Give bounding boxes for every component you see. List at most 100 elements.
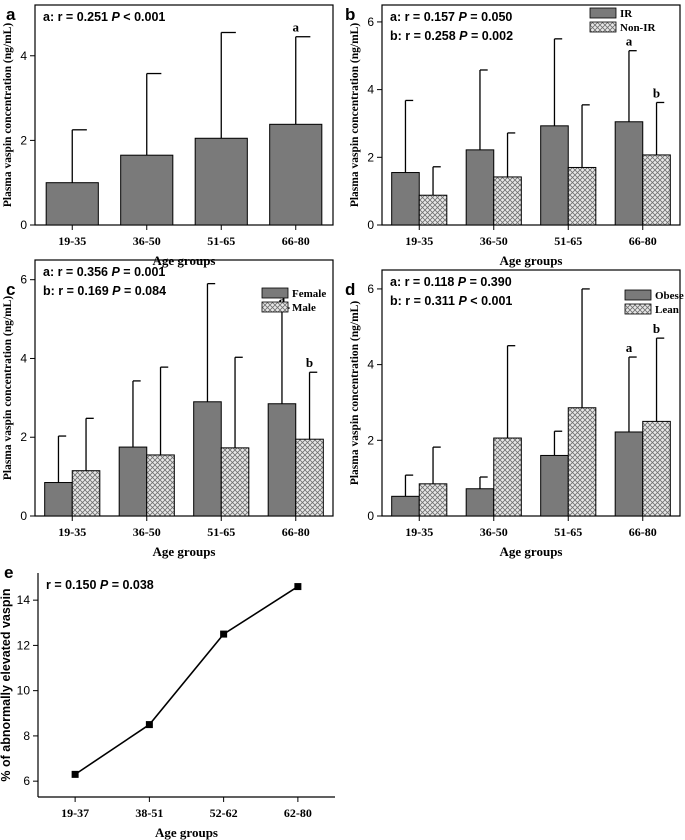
bar-value xyxy=(269,123,323,226)
x-axis-label: Age groups xyxy=(153,544,216,559)
y-tick-label: 10 xyxy=(17,684,31,698)
legend-label: Lean xyxy=(655,304,679,316)
bar-value xyxy=(194,137,248,226)
x-tick-label: 51-65 xyxy=(207,234,235,248)
bar-non-ir xyxy=(493,176,522,226)
stats-p-symbol: P xyxy=(458,10,467,24)
bar-lean xyxy=(642,420,671,517)
y-tick-label: 0 xyxy=(367,509,374,523)
bar-lean xyxy=(567,407,597,517)
legend-label: IR xyxy=(620,8,633,20)
panel-d: d 0 2 4 6 19-35 36-50 51-65 66-80 Age groups Plasm… xyxy=(345,269,684,559)
y-tick-label: 2 xyxy=(20,430,27,444)
stats-r: r = 0.169 xyxy=(58,284,108,298)
bar-female xyxy=(118,446,148,517)
stats-r: r = 0.118 xyxy=(405,275,455,289)
stats-prefix: a: xyxy=(390,10,405,24)
stats-p-value: < 0.001 xyxy=(470,294,512,308)
y-tick-label: 6 xyxy=(367,282,374,296)
x-tick-label: 36-50 xyxy=(480,525,508,539)
x-tick-label: 62-80 xyxy=(284,806,312,820)
x-tick-label: 66-80 xyxy=(629,234,657,248)
significance-mark: b xyxy=(653,85,660,100)
bar-obese xyxy=(614,431,644,517)
bar-non-ir xyxy=(418,194,448,226)
legend-swatch xyxy=(261,301,289,313)
legend-label: Obese xyxy=(655,290,684,302)
data-point xyxy=(71,770,79,778)
bar-non-ir xyxy=(567,166,597,226)
legend-swatch xyxy=(261,287,289,299)
stats-line-1: a: r = 0.356 P = 0.001 xyxy=(43,265,165,279)
stats-r: r = 0.251 xyxy=(58,10,108,24)
y-tick-label: 14 xyxy=(17,593,31,607)
stats-p-value: = 0.002 xyxy=(471,29,513,43)
legend: IR Non-IR xyxy=(589,7,657,34)
stats-line-1: a: r = 0.118 P = 0.390 xyxy=(390,275,512,289)
legend-swatch xyxy=(624,303,652,315)
y-tick-label: 4 xyxy=(367,83,374,97)
x-axis-label: Age groups xyxy=(500,253,563,268)
panel-label: b xyxy=(345,5,355,24)
stats-prefix: b: xyxy=(390,294,405,308)
y-axis-label: % of abnormally elevated vaspin xyxy=(0,588,13,781)
stats-p-value: = 0.001 xyxy=(123,265,165,279)
y-tick-label: 0 xyxy=(20,509,27,523)
stats-p-symbol: P xyxy=(458,294,467,308)
legend-label: Male xyxy=(292,302,316,314)
x-tick-label: 36-50 xyxy=(133,234,161,248)
stats-p-symbol: P xyxy=(111,265,120,279)
x-tick-label: 51-65 xyxy=(207,525,235,539)
y-tick-label: 2 xyxy=(20,133,27,147)
stats-p-value: = 0.390 xyxy=(470,275,512,289)
stats-p-symbol: P xyxy=(458,275,467,289)
bar-obese xyxy=(391,495,420,517)
bar-male xyxy=(295,438,324,517)
y-tick-label: 0 xyxy=(367,218,374,232)
x-tick-label: 19-35 xyxy=(58,525,86,539)
legend-swatch xyxy=(589,7,617,19)
x-tick-label: 51-65 xyxy=(554,525,582,539)
y-tick-label: 4 xyxy=(20,49,27,63)
bar-non-ir xyxy=(642,154,671,226)
y-tick-label: 6 xyxy=(23,774,30,788)
significance-mark: a xyxy=(626,340,633,355)
bar-ir xyxy=(614,121,644,226)
bar-value xyxy=(45,182,99,226)
significance-mark: b xyxy=(653,321,660,336)
panel-label: c xyxy=(6,280,15,299)
bar-ir xyxy=(540,125,569,226)
stats-prefix: b: xyxy=(390,29,405,43)
stats-p-value: = 0.038 xyxy=(112,578,154,592)
panel-b: b 0 2 4 6 19-35 36-50 51-65 66-80 Age groups Plasm… xyxy=(345,4,681,268)
stats-prefix: a: xyxy=(43,265,58,279)
x-tick-label: 36-50 xyxy=(480,234,508,248)
bar-lean xyxy=(493,437,522,517)
stats-r: r = 0.356 xyxy=(58,265,108,279)
stats-p-symbol: P xyxy=(112,284,121,298)
y-axis-label: Plasma vaspin concentration (ng/mL) xyxy=(2,296,14,480)
x-tick-label: 66-80 xyxy=(282,234,310,248)
legend-label: Non-IR xyxy=(620,22,657,34)
y-tick-label: 6 xyxy=(20,273,27,287)
x-tick-label: 36-50 xyxy=(133,525,161,539)
stats-prefix: b: xyxy=(43,284,58,298)
stats-p-symbol: P xyxy=(100,578,109,592)
y-tick-label: 2 xyxy=(367,433,374,447)
bar-male xyxy=(146,454,175,517)
y-tick-label: 8 xyxy=(23,729,30,743)
stats-r: r = 0.258 xyxy=(405,29,455,43)
significance-mark: a xyxy=(626,34,633,49)
stats-line-1: a: r = 0.251 P < 0.001 xyxy=(43,10,165,24)
y-tick-label: 0 xyxy=(20,218,27,232)
stats-line-2: b: r = 0.258 P = 0.002 xyxy=(390,29,513,43)
bar-female xyxy=(267,403,297,517)
bar-male xyxy=(71,470,101,517)
bar-ir xyxy=(465,149,495,226)
plot-frame xyxy=(381,269,681,517)
legend: Obese Lean xyxy=(624,289,684,316)
bar-female xyxy=(44,482,73,517)
stats-p-value: < 0.001 xyxy=(123,10,165,24)
